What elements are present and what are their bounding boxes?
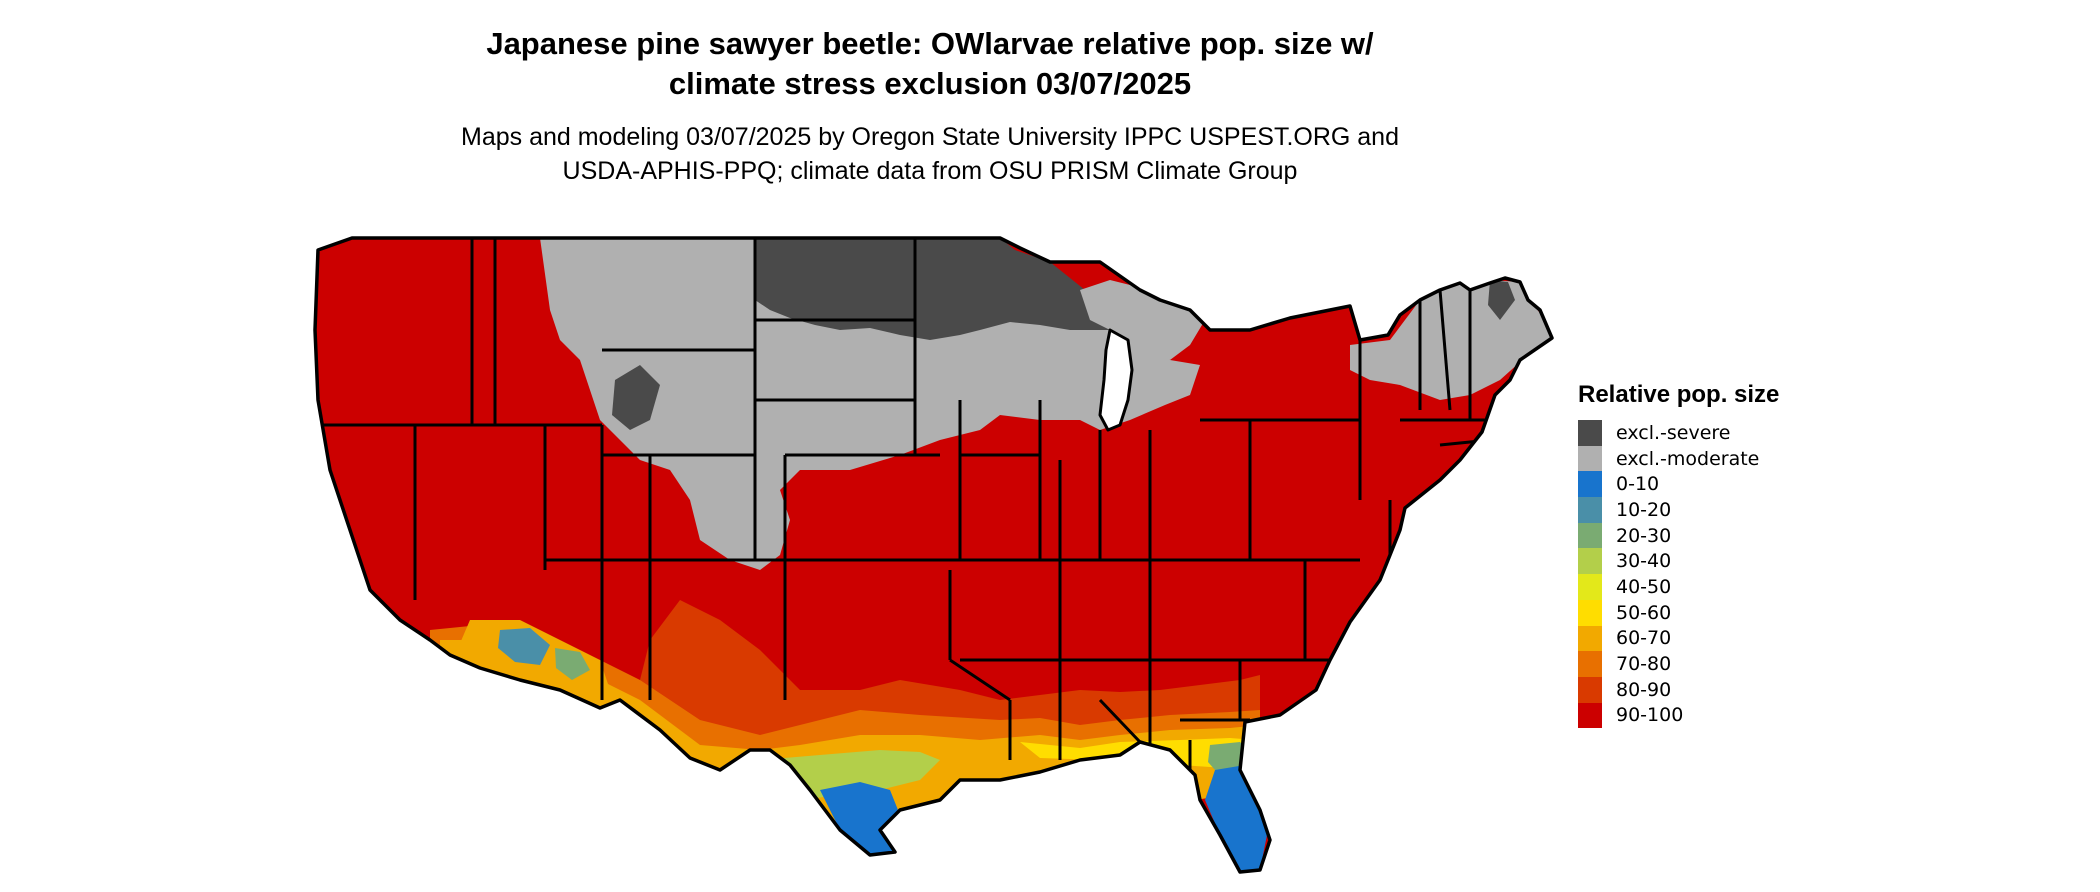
legend-label: excl.-moderate: [1616, 447, 1760, 470]
legend-swatch: [1578, 651, 1602, 677]
legend-label: 90-100: [1616, 704, 1684, 727]
legend-item: 40-50: [1578, 574, 1878, 600]
legend-label: 0-10: [1616, 473, 1660, 496]
legend-swatch: [1578, 625, 1602, 652]
region-excl-severe-maine: [1488, 280, 1515, 320]
legend-swatch: [1578, 420, 1602, 446]
legend-swatch: [1578, 471, 1602, 498]
legend-swatch: [1578, 548, 1602, 575]
legend-swatch: [1578, 702, 1602, 729]
legend-item: 90-100: [1578, 702, 1878, 729]
legend-swatch: [1578, 445, 1602, 472]
legend-label: 80-90: [1616, 678, 1672, 701]
legend-label: 50-60: [1616, 601, 1672, 624]
region-southwest-green: [555, 648, 590, 680]
region-0-10-florida: [1205, 765, 1268, 872]
legend-item: 30-40: [1578, 548, 1878, 575]
legend-swatch: [1578, 574, 1602, 600]
region-excl-severe-wyoming: [612, 365, 660, 430]
legend-item: 70-80: [1578, 651, 1878, 677]
legend-swatch: [1578, 599, 1602, 626]
legend-label: 40-50: [1616, 575, 1672, 598]
lake-michigan: [1098, 328, 1134, 432]
legend-swatch: [1578, 522, 1602, 549]
map-subtitle-line-1: Maps and modeling 03/07/2025 by Oregon S…: [461, 123, 1399, 151]
region-southwest-cool: [498, 628, 550, 665]
legend-title: Relative pop. size: [1578, 381, 1780, 408]
legend-label: 10-20: [1616, 498, 1672, 521]
us-outline: [313, 236, 1554, 874]
legend-item: excl.-moderate: [1578, 445, 1878, 472]
legend-item: 60-70: [1578, 625, 1878, 652]
legend-label: 60-70: [1616, 627, 1672, 650]
legend-label: 70-80: [1616, 653, 1672, 676]
legend-swatch: [1578, 497, 1602, 523]
map-subtitle-line-2: USDA-APHIS-PPQ; climate data from OSU PR…: [562, 157, 1298, 185]
legend-item: 0-10: [1578, 471, 1878, 498]
legend-label: excl.-severe: [1616, 421, 1731, 444]
map-title: Japanese pine sawyer beetle: OWlarvae re…: [340, 24, 1520, 104]
legend-label: 20-30: [1616, 524, 1672, 547]
legend: Relative pop. size excl.-severe excl.-mod…: [1578, 380, 1878, 729]
map-title-line-1: Japanese pine sawyer beetle: OWlarvae re…: [486, 26, 1374, 61]
region-0-10-texas: [820, 782, 900, 855]
legend-item: 50-60: [1578, 599, 1878, 626]
legend-item: 80-90: [1578, 676, 1878, 703]
legend-item: 10-20: [1578, 497, 1878, 523]
legend-label: 30-40: [1616, 550, 1672, 573]
legend-items: excl.-severe excl.-moderate 0-10 10-20 20-30…: [1578, 420, 1878, 729]
legend-item: excl.-severe: [1578, 420, 1878, 446]
map-subtitle: Maps and modeling 03/07/2025 by Oregon S…: [340, 120, 1520, 188]
legend-item: 20-30: [1578, 522, 1878, 549]
state-boundaries: [320, 238, 1491, 782]
map-title-line-2: climate stress exclusion 03/07/2025: [668, 66, 1192, 101]
region-excl-severe-north: [755, 238, 1110, 340]
legend-swatch: [1578, 676, 1602, 703]
